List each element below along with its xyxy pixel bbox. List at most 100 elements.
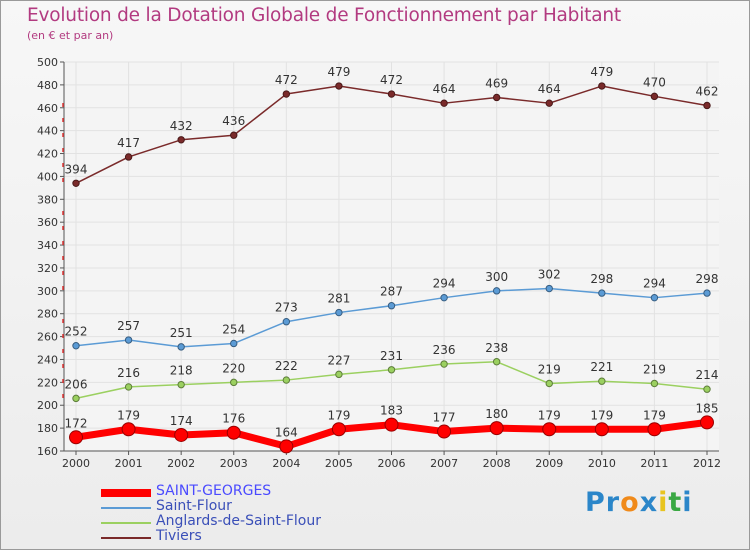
data-label-anglards-de-saint-flour: 214 <box>696 368 719 382</box>
data-point-saint-georges <box>594 422 609 437</box>
y-tick-label: 500 <box>37 56 58 69</box>
data-point-saint-georges <box>331 422 346 437</box>
y-tick-label: 360 <box>37 216 58 229</box>
y-tick-label: 240 <box>37 353 58 366</box>
data-label-saint-georges: 185 <box>696 401 719 415</box>
data-label-anglards-de-saint-flour: 238 <box>485 341 508 355</box>
data-point-saint-flour <box>492 287 501 295</box>
x-tick-label: 2012 <box>693 457 721 470</box>
y-tick-label: 280 <box>37 308 58 321</box>
data-point-saint-flour <box>440 293 448 302</box>
x-tick-label: 2011 <box>640 457 668 470</box>
x-tick-label: 2010 <box>588 457 616 470</box>
y-tick-label: 340 <box>37 239 58 252</box>
data-label-tiviers: 472 <box>275 73 298 87</box>
data-label-anglards-de-saint-flour: 219 <box>538 362 561 376</box>
data-point-saint-georges <box>700 415 714 430</box>
x-tick-label: 2007 <box>430 457 458 470</box>
x-tick-label: 2009 <box>535 457 563 470</box>
proxiti-logo: Proxiti <box>585 487 693 518</box>
data-point-anglards-de-saint-flour <box>650 379 659 388</box>
data-label-saint-georges: 177 <box>433 411 456 425</box>
data-label-saint-flour: 294 <box>643 277 666 291</box>
y-tick-label: 460 <box>37 102 58 115</box>
legend-swatch <box>101 522 151 524</box>
data-point-tiviers <box>335 82 343 90</box>
data-label-tiviers: 394 <box>65 162 88 176</box>
y-tick-label: 260 <box>37 331 58 344</box>
y-tick-label: 300 <box>37 285 58 298</box>
data-point-saint-georges <box>69 430 83 445</box>
data-label-anglards-de-saint-flour: 221 <box>590 360 613 374</box>
data-label-anglards-de-saint-flour: 227 <box>327 353 350 367</box>
y-tick-label: 200 <box>37 399 58 412</box>
legend-swatch <box>101 489 151 497</box>
data-point-saint-georges <box>121 422 136 437</box>
data-point-saint-georges <box>647 422 662 437</box>
x-tick-label: 2001 <box>115 457 143 470</box>
data-point-anglards-de-saint-flour <box>440 360 448 368</box>
data-point-tiviers <box>650 92 659 101</box>
data-point-anglards-de-saint-flour <box>72 394 80 403</box>
data-point-tiviers <box>72 179 80 187</box>
data-point-saint-georges <box>384 417 399 432</box>
y-tick-label: 440 <box>37 125 58 138</box>
data-point-tiviers <box>282 90 291 98</box>
data-label-tiviers: 479 <box>590 65 613 79</box>
y-tick-label: 380 <box>37 193 58 206</box>
data-label-tiviers: 479 <box>327 65 350 79</box>
data-label-saint-flour: 287 <box>380 285 403 299</box>
data-point-tiviers <box>545 99 553 107</box>
data-point-saint-flour <box>703 289 711 297</box>
data-point-saint-flour <box>124 336 133 344</box>
data-label-tiviers: 469 <box>485 76 508 90</box>
x-tick-label: 2008 <box>483 457 511 470</box>
chart-title: Evolution de la Dotation Globale de Fonc… <box>27 5 621 26</box>
data-label-tiviers: 472 <box>380 73 403 87</box>
data-point-anglards-de-saint-flour <box>545 379 553 388</box>
data-point-tiviers <box>440 99 448 107</box>
legend-label: SAINT-GEORGES <box>156 483 272 499</box>
data-point-anglards-de-saint-flour <box>492 358 501 366</box>
legend-label: Tiviers <box>156 528 202 544</box>
data-label-anglards-de-saint-flour: 206 <box>65 377 88 391</box>
data-label-saint-georges: 179 <box>117 408 140 422</box>
data-point-anglards-de-saint-flour <box>230 378 238 387</box>
data-label-anglards-de-saint-flour: 236 <box>433 343 456 357</box>
data-point-saint-flour <box>335 308 343 317</box>
y-tick-label: 180 <box>37 422 58 435</box>
data-label-saint-flour: 294 <box>433 277 456 291</box>
data-label-anglards-de-saint-flour: 231 <box>380 349 403 363</box>
legend-label: Saint-Flour <box>156 498 232 514</box>
data-label-tiviers: 464 <box>433 82 456 96</box>
data-point-saint-georges <box>174 427 189 442</box>
data-point-tiviers <box>492 93 501 102</box>
data-point-saint-georges <box>542 422 557 437</box>
x-tick-label: 2000 <box>62 457 90 470</box>
x-tick-label: 2005 <box>325 457 353 470</box>
data-point-tiviers <box>177 136 185 144</box>
data-point-anglards-de-saint-flour <box>124 383 133 391</box>
data-point-tiviers <box>387 90 396 98</box>
data-label-saint-flour: 273 <box>275 301 298 315</box>
data-label-saint-georges: 176 <box>222 412 245 426</box>
data-label-anglards-de-saint-flour: 218 <box>170 364 193 378</box>
data-label-saint-georges: 164 <box>275 425 298 439</box>
logo-letter: x <box>639 487 659 518</box>
data-point-tiviers <box>124 153 133 161</box>
logo-letter: r <box>605 487 621 518</box>
x-tick-label: 2002 <box>167 457 195 470</box>
x-tick-label: 2006 <box>378 457 406 470</box>
data-label-saint-flour: 298 <box>696 272 719 286</box>
data-label-anglards-de-saint-flour: 222 <box>275 359 298 373</box>
data-point-anglards-de-saint-flour <box>703 385 711 393</box>
legend-swatch <box>101 537 151 539</box>
data-label-tiviers: 464 <box>538 82 561 96</box>
data-label-anglards-de-saint-flour: 220 <box>222 361 245 375</box>
data-point-saint-flour <box>387 301 396 310</box>
data-label-saint-georges: 180 <box>485 407 508 421</box>
y-tick-label: 160 <box>37 445 58 458</box>
logo-letter: i <box>682 487 693 518</box>
